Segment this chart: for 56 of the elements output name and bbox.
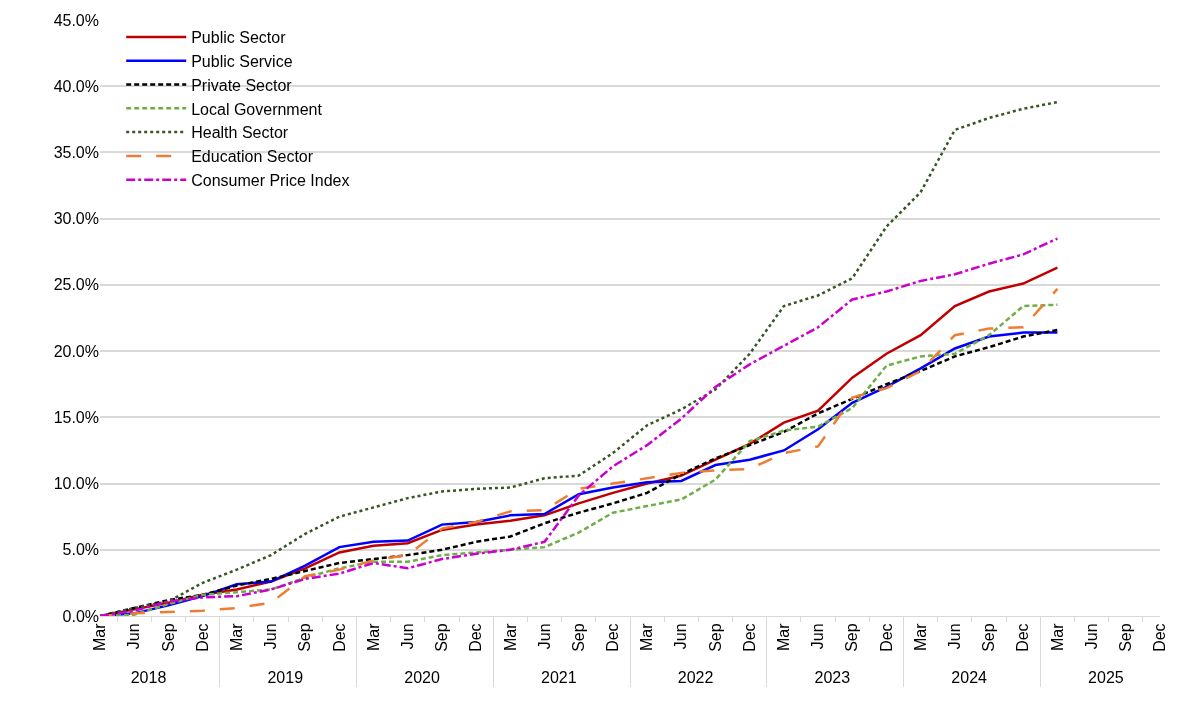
text: 2020 — [404, 669, 440, 687]
text: 2019 — [267, 669, 304, 687]
legend-label: Private Sector — [191, 76, 293, 94]
x-tick-label: Sep — [980, 623, 998, 652]
y-tick-label: 25.0% — [53, 276, 99, 294]
x-tick-label: Jun — [535, 623, 553, 650]
x-tick-label: Mar — [1048, 622, 1066, 651]
x-tick-label: Dec — [877, 623, 895, 652]
y-tick-label: 30.0% — [53, 210, 99, 228]
text: 2018 — [130, 669, 167, 687]
x-tick-label: Mar — [227, 622, 245, 651]
x-tick-label: Mar — [775, 622, 793, 651]
legend-label: Consumer Price Index — [191, 171, 350, 189]
text: 2024 — [951, 669, 988, 687]
x-tick-label: Dec — [604, 623, 622, 652]
x-tick-label: Sep — [569, 623, 587, 652]
x-tick-label: Jun — [125, 623, 143, 650]
legend-label: Education Sector — [191, 148, 314, 166]
text: 2023 — [814, 669, 851, 687]
x-tick-label: Sep — [296, 623, 314, 652]
text: 2021 — [541, 669, 577, 687]
y-tick-label: 5.0% — [62, 541, 99, 559]
x-tick-label: Jun — [262, 623, 280, 650]
x-tick-label: Mar — [364, 622, 382, 651]
x-tick-label: Jun — [672, 623, 690, 650]
x-tick-label: Mar — [91, 622, 109, 651]
y-tick-label: 10.0% — [53, 475, 99, 493]
y-tick-label: 20.0% — [53, 342, 99, 360]
x-tick-label: Dec — [330, 623, 348, 652]
y-tick-label: 35.0% — [53, 144, 99, 162]
x-tick-label: Sep — [706, 623, 724, 652]
x-tick-label: Mar — [911, 622, 929, 651]
x-tick-label: Jun — [1082, 623, 1100, 650]
x-tick-label: Mar — [501, 622, 519, 651]
x-tick-label: Dec — [467, 623, 485, 652]
legend-label: Local Government — [191, 100, 323, 118]
x-tick-label: Mar — [638, 622, 656, 651]
x-tick-label: Sep — [433, 623, 451, 652]
text: 2022 — [677, 669, 714, 687]
legend-label: Health Sector — [191, 124, 289, 142]
x-tick-label: Sep — [843, 623, 861, 652]
x-tick-label: Dec — [740, 623, 758, 652]
y-tick-label: 45.0% — [53, 11, 99, 29]
y-tick-label: 15.0% — [53, 408, 99, 426]
x-tick-label: Sep — [1117, 623, 1135, 652]
y-tick-label: 40.0% — [53, 77, 99, 95]
x-tick-label: Sep — [159, 623, 177, 652]
legend-label: Public Service — [191, 52, 293, 70]
x-tick-label: Dec — [1014, 623, 1032, 652]
x-tick-label: Dec — [1151, 623, 1169, 652]
x-tick-label: Jun — [398, 623, 416, 650]
x-tick-label: Jun — [809, 623, 827, 650]
text: 2025 — [1088, 669, 1124, 687]
x-tick-label: Jun — [946, 623, 964, 650]
x-tick-label: Dec — [193, 623, 211, 652]
legend-label: Public Sector — [191, 29, 287, 47]
